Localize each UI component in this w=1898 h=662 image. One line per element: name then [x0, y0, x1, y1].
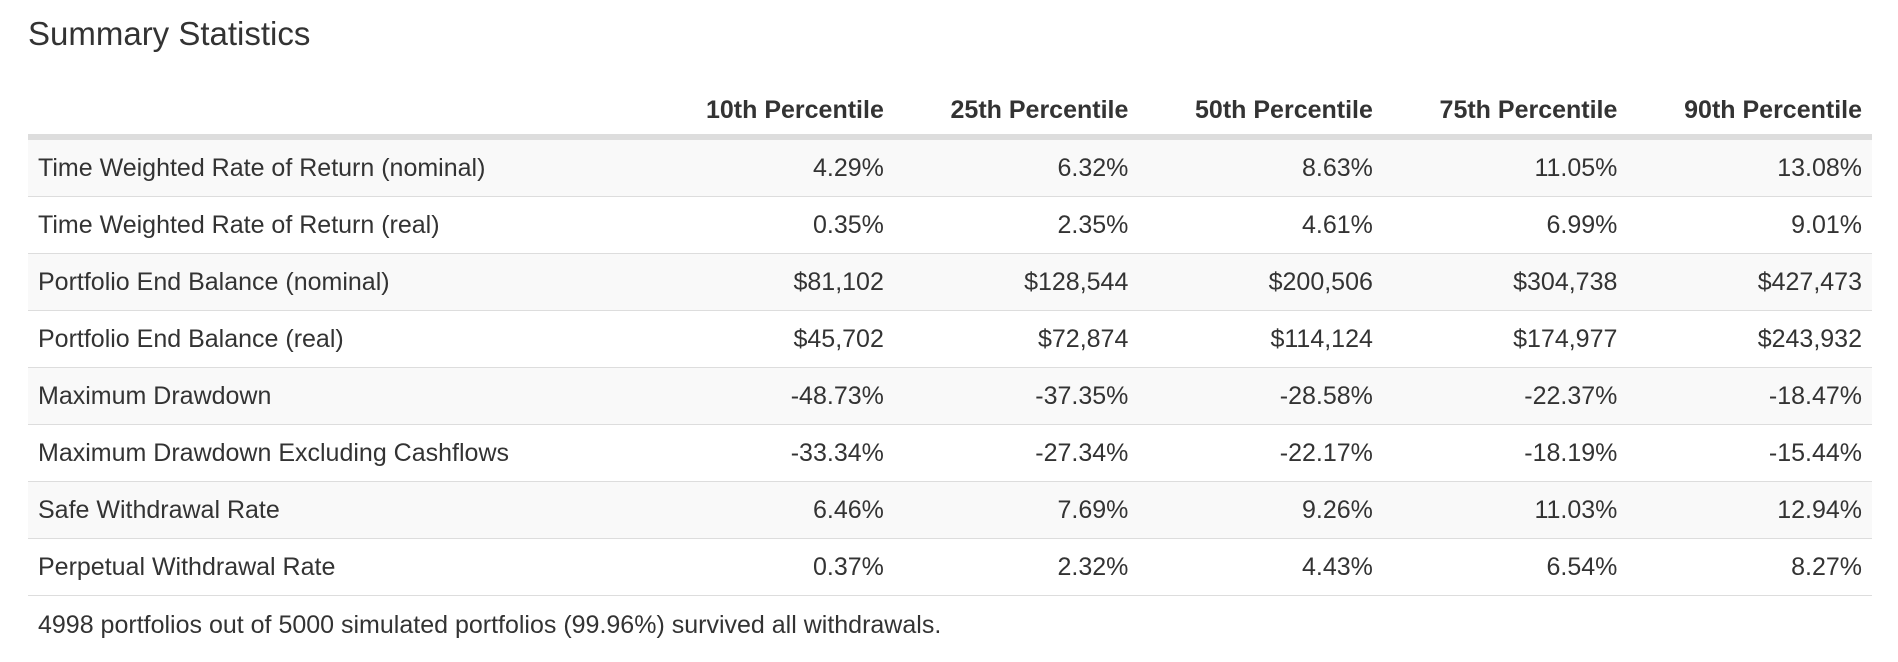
summary-statistics-panel: Summary Statistics 10th Percentile 25th …: [28, 0, 1872, 641]
table-header-row: 10th Percentile 25th Percentile 50th Per…: [28, 86, 1872, 140]
table-cell: 2.32%: [893, 538, 1139, 596]
column-header-p25: 25th Percentile: [893, 86, 1139, 140]
table-cell: 9.26%: [1138, 481, 1383, 539]
table-cell: 13.08%: [1627, 137, 1872, 197]
table-cell: 4.29%: [649, 137, 894, 197]
table-cell: -33.34%: [649, 424, 894, 482]
table-cell: 6.46%: [649, 481, 894, 539]
row-label: Time Weighted Rate of Return (nominal): [28, 137, 650, 197]
table-cell: $114,124: [1138, 310, 1383, 368]
table-row: Portfolio End Balance (real) $45,702 $72…: [28, 310, 1872, 368]
table-cell: -18.19%: [1382, 424, 1628, 482]
table-cell: 4.43%: [1138, 538, 1383, 596]
table-cell: -15.44%: [1627, 424, 1872, 482]
table-row: Portfolio End Balance (nominal) $81,102 …: [28, 253, 1872, 311]
page-title: Summary Statistics: [28, 15, 311, 52]
table-cell: 0.37%: [649, 538, 894, 596]
table-cell: -28.58%: [1138, 367, 1383, 425]
table-cell: $128,544: [893, 253, 1139, 311]
table-cell: -22.37%: [1382, 367, 1628, 425]
table-row: Time Weighted Rate of Return (real) 0.35…: [28, 196, 1872, 254]
table-cell: $304,738: [1382, 253, 1628, 311]
column-header-p10: 10th Percentile: [649, 86, 894, 140]
summary-statistics-table: 10th Percentile 25th Percentile 50th Per…: [28, 86, 1872, 596]
table-cell: 8.63%: [1138, 137, 1383, 197]
table-cell: -22.17%: [1138, 424, 1383, 482]
table-cell: 11.05%: [1382, 137, 1628, 197]
table-cell: $174,977: [1382, 310, 1628, 368]
table-cell: $81,102: [649, 253, 894, 311]
table-cell: -48.73%: [649, 367, 894, 425]
row-label: Portfolio End Balance (nominal): [28, 253, 650, 311]
table-row: Safe Withdrawal Rate 6.46% 7.69% 9.26% 1…: [28, 481, 1872, 539]
table-row: Maximum Drawdown Excluding Cashflows -33…: [28, 424, 1872, 482]
row-label: Safe Withdrawal Rate: [28, 481, 650, 539]
table-cell: 7.69%: [893, 481, 1139, 539]
table-row: Time Weighted Rate of Return (nominal) 4…: [28, 137, 1872, 197]
survival-summary-note: 4998 portfolios out of 5000 simulated po…: [38, 611, 942, 639]
column-header-p75: 75th Percentile: [1382, 86, 1628, 140]
table-cell: 12.94%: [1627, 481, 1872, 539]
row-label: Maximum Drawdown: [28, 367, 650, 425]
table-cell: 4.61%: [1138, 196, 1383, 254]
table-cell: $45,702: [649, 310, 894, 368]
table-cell: 6.99%: [1382, 196, 1628, 254]
table-cell: $72,874: [893, 310, 1139, 368]
table-cell: -18.47%: [1627, 367, 1872, 425]
table-cell: $200,506: [1138, 253, 1383, 311]
column-header-p50: 50th Percentile: [1138, 86, 1383, 140]
table-cell: $427,473: [1627, 253, 1872, 311]
table-row: Maximum Drawdown -48.73% -37.35% -28.58%…: [28, 367, 1872, 425]
table-cell: 9.01%: [1627, 196, 1872, 254]
table-cell: 6.54%: [1382, 538, 1628, 596]
row-label: Maximum Drawdown Excluding Cashflows: [28, 424, 650, 482]
table-cell: 8.27%: [1627, 538, 1872, 596]
table-cell: 6.32%: [893, 137, 1139, 197]
table-cell: $243,932: [1627, 310, 1872, 368]
row-label: Portfolio End Balance (real): [28, 310, 650, 368]
table-cell: 2.35%: [893, 196, 1139, 254]
table-row: Perpetual Withdrawal Rate 0.37% 2.32% 4.…: [28, 538, 1872, 596]
row-label: Time Weighted Rate of Return (real): [28, 196, 650, 254]
table-cell: 11.03%: [1382, 481, 1628, 539]
table-cell: -37.35%: [893, 367, 1139, 425]
table-cell: -27.34%: [893, 424, 1139, 482]
row-label: Perpetual Withdrawal Rate: [28, 538, 650, 596]
column-header-p90: 90th Percentile: [1627, 86, 1872, 140]
table-cell: 0.35%: [649, 196, 894, 254]
column-header-label: [28, 86, 650, 140]
